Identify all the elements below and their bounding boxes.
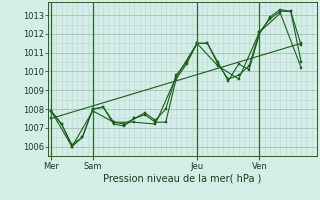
X-axis label: Pression niveau de la mer( hPa ): Pression niveau de la mer( hPa )	[103, 173, 261, 183]
